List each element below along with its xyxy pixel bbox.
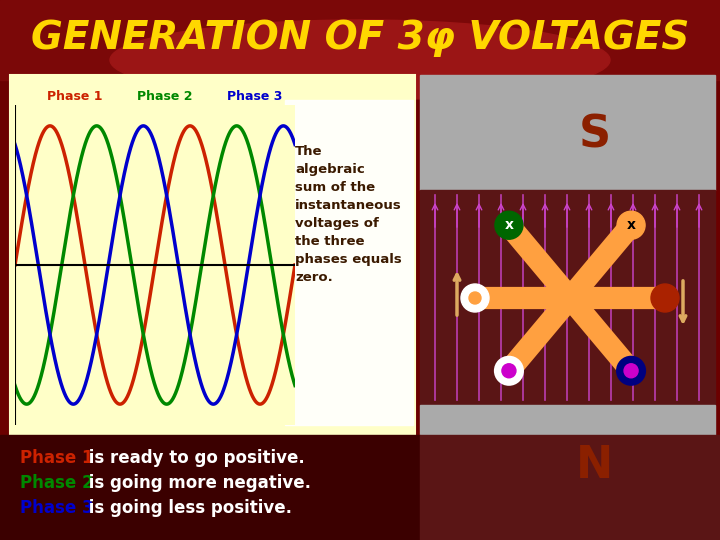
Text: Phase 3: Phase 3 — [228, 91, 283, 104]
Circle shape — [624, 364, 638, 378]
Text: N: N — [577, 443, 613, 487]
Circle shape — [495, 211, 523, 239]
Circle shape — [617, 357, 645, 385]
Circle shape — [651, 284, 679, 312]
Circle shape — [469, 292, 481, 304]
Text: Phase 2: Phase 2 — [20, 474, 94, 492]
Text: x: x — [626, 218, 636, 232]
Text: x: x — [505, 218, 513, 232]
Bar — [420, 435, 720, 540]
Bar — [0, 0, 720, 80]
Text: is going more negative.: is going more negative. — [83, 474, 311, 492]
Text: Phase 2: Phase 2 — [138, 91, 193, 104]
Text: is going less positive.: is going less positive. — [83, 499, 292, 517]
Bar — [285, 100, 413, 425]
Text: Phase 3: Phase 3 — [20, 499, 94, 517]
Circle shape — [502, 364, 516, 378]
Text: The
algebraic
sum of the
instantaneous
voltages of
the three
phases equals
zero.: The algebraic sum of the instantaneous v… — [295, 145, 402, 284]
Text: Phase 1: Phase 1 — [20, 449, 94, 467]
Bar — [0, 435, 420, 540]
Circle shape — [461, 284, 489, 312]
Circle shape — [617, 211, 645, 239]
Bar — [10, 75, 415, 435]
Text: Phase 1: Phase 1 — [48, 91, 103, 104]
Text: GENERATION OF 3φ VOLTAGES: GENERATION OF 3φ VOLTAGES — [31, 19, 689, 57]
Bar — [420, 190, 715, 405]
Ellipse shape — [110, 20, 610, 100]
Bar — [420, 75, 715, 190]
Text: S: S — [579, 113, 611, 157]
Circle shape — [495, 357, 523, 385]
Text: is ready to go positive.: is ready to go positive. — [83, 449, 305, 467]
Bar — [420, 405, 715, 535]
